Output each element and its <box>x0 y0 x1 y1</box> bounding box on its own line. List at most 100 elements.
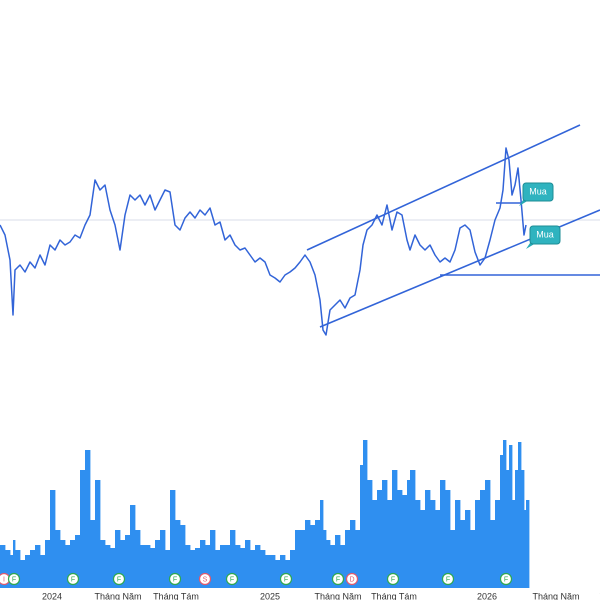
event-marker <box>499 572 513 586</box>
volume-bar <box>15 550 21 588</box>
volume-bar <box>75 535 81 588</box>
volume-bar <box>305 520 311 588</box>
volume-bar <box>100 540 106 588</box>
volume-bar <box>475 500 481 588</box>
volume-bar <box>330 545 336 588</box>
volume-bar <box>235 545 241 588</box>
volume-bar <box>105 545 111 588</box>
volume-bar <box>430 500 436 588</box>
event-marker <box>112 572 126 586</box>
volume-bar <box>470 530 476 588</box>
volume-bar <box>350 520 356 588</box>
event-marker <box>441 572 455 586</box>
volume-bar <box>275 560 281 588</box>
annotation-box <box>529 225 561 245</box>
event-label: F <box>284 576 288 583</box>
volume-bar <box>5 550 11 588</box>
volume-bar <box>355 530 361 588</box>
volume-bar <box>220 545 226 588</box>
volume-bar <box>320 500 324 588</box>
drawings <box>306 124 600 328</box>
volume-bar <box>407 480 411 588</box>
volume-bar <box>335 535 341 588</box>
volume-bar <box>170 490 176 588</box>
volume-bar <box>521 470 525 588</box>
volume-bar <box>50 490 56 588</box>
volume-bar <box>180 525 186 588</box>
volume-bar <box>420 510 426 588</box>
event-label: F <box>173 576 177 583</box>
event-marker <box>279 572 293 586</box>
volume-bar <box>367 480 373 588</box>
x-tick-label: Tháng Năm <box>314 591 361 600</box>
volume-bar <box>524 510 527 588</box>
volume-bar <box>30 550 36 588</box>
volume-bar <box>190 550 196 588</box>
volume-bar <box>110 548 116 588</box>
volume-bar <box>495 500 501 588</box>
volume-bar <box>120 540 126 588</box>
volume-bar <box>363 440 368 588</box>
volume-bar <box>115 530 121 588</box>
volume-bar <box>245 540 251 588</box>
volume-bar <box>255 545 261 588</box>
volume-bar <box>25 555 31 588</box>
volume-bar <box>512 500 516 588</box>
volume-bar <box>377 490 383 588</box>
volume-bar <box>465 510 471 588</box>
volume-bar <box>290 550 296 588</box>
annotation-label: Mua <box>529 186 547 196</box>
volume-bar <box>35 545 41 588</box>
volume-bar <box>13 540 16 588</box>
volume-bar <box>310 525 316 588</box>
volume-bar <box>150 548 156 588</box>
volume-bar <box>485 480 491 588</box>
event-label: F <box>230 576 234 583</box>
volume-bar <box>480 490 486 588</box>
volume-bar <box>125 535 131 588</box>
event-label: F <box>391 576 395 583</box>
volume-bar <box>95 480 101 588</box>
event-label: F <box>446 576 450 583</box>
volume-bar <box>360 465 364 588</box>
volume-bar <box>135 530 141 588</box>
volume-bar <box>0 545 6 588</box>
volume-bar <box>410 470 416 588</box>
event-label: I <box>3 576 5 583</box>
volume-bar <box>295 530 301 588</box>
volume-bar <box>215 550 221 588</box>
volume-bar <box>392 470 398 588</box>
x-tick-label: Tháng Tám <box>153 591 199 600</box>
volume-bar <box>90 520 96 588</box>
event-marker <box>386 572 400 586</box>
price-line <box>0 147 527 336</box>
volume-bar <box>506 470 510 588</box>
event-label: F <box>71 576 75 583</box>
event-marker <box>225 572 239 586</box>
volume-bar <box>20 560 26 588</box>
volume-bar <box>260 550 266 588</box>
volume-bar <box>225 545 231 588</box>
volume-bar <box>200 540 206 588</box>
volume-bar <box>80 470 86 588</box>
volume-bar <box>425 490 431 588</box>
volume-bar <box>518 442 522 588</box>
volume-bar <box>315 520 321 588</box>
volume-bar <box>515 470 519 588</box>
volume-bar <box>445 490 451 588</box>
x-tick-label: Tháng Năm <box>94 591 141 600</box>
channel-upper <box>306 124 581 251</box>
volume-bar <box>160 530 166 588</box>
x-tick-label: 2024 <box>42 591 62 600</box>
volume-bar <box>185 545 191 588</box>
volume-bar <box>509 445 513 588</box>
volume-bar <box>323 530 327 588</box>
event-marker <box>345 572 359 586</box>
volume-bar <box>230 530 236 588</box>
volume-bar <box>415 500 421 588</box>
volume-bar <box>526 500 530 588</box>
event-marker <box>168 572 182 586</box>
volume-bar <box>155 540 161 588</box>
volume-bar <box>440 480 446 588</box>
